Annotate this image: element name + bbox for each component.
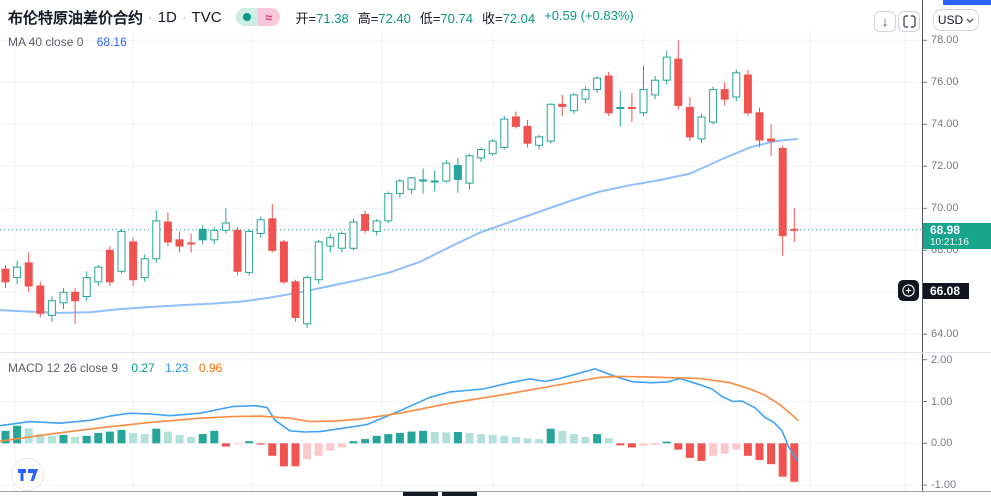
exchange-label: TVC	[191, 8, 222, 26]
tradingview-logo[interactable]	[11, 458, 44, 491]
macd-tick-label: 1.00	[931, 395, 953, 408]
add-alert-plus-button[interactable]	[898, 280, 919, 301]
macd-signal-value: 0.96	[198, 361, 223, 375]
price-tick-label: 78.00	[931, 34, 959, 47]
bar-countdown: 10:21:16	[930, 237, 969, 248]
fullscreen-icon	[902, 15, 916, 28]
approx-price-icon: ≈	[257, 8, 280, 26]
current-price-value: 68.98	[930, 223, 961, 237]
macd-indicator-legend[interactable]: MACD 12 26 close 9 0.27 1.23 0.96	[8, 361, 222, 375]
current-price-label: 68.98 10:21:16	[923, 223, 991, 249]
close-label: 收=	[481, 10, 503, 26]
open-label: 开=	[295, 10, 317, 26]
currency-label: USD	[937, 13, 964, 27]
pane-divider[interactable]	[0, 352, 991, 353]
separator-dot: ·	[148, 9, 153, 25]
symbol-title: 布伦特原油差价合约	[8, 9, 144, 27]
ohlc-readout: 开=71.38 高=72.40 低=70.74 收=72.04 +0.59 (+…	[296, 8, 634, 27]
top-accent-bar	[943, 0, 991, 5]
market-open-dot-icon	[235, 8, 258, 26]
low-value: 70.74	[440, 10, 473, 26]
low-label: 低=	[419, 10, 441, 26]
scroll-to-latest-button[interactable]: ↓	[874, 11, 896, 32]
price-tick-label: 76.00	[931, 76, 959, 89]
price-tick-label: 74.00	[931, 118, 959, 131]
open-value: 71.38	[316, 10, 349, 26]
macd-tick-label: 0.00	[931, 437, 953, 450]
price-tick-label: 70.00	[931, 202, 959, 215]
chevron-down-icon	[966, 18, 974, 23]
ma-indicator-legend[interactable]: MA 40 close 0 68.16	[8, 35, 127, 49]
time-axis-label-fragment	[442, 492, 477, 496]
time-axis-label-fragment	[403, 492, 438, 496]
crosshair-price-label: 66.08	[923, 283, 969, 299]
symbol-header[interactable]: 布伦特原油差价合约 · 1D · TVC ≈ 开=71.38 高=72.40 低…	[8, 7, 634, 27]
macd-tick-label: -1.00	[931, 479, 957, 492]
macd-line-value: 1.23	[165, 361, 189, 375]
time-axis-border	[0, 491, 991, 492]
macd-legend-text: MACD 12 26 close 9	[8, 361, 119, 375]
symbol-status-badge[interactable]: ≈	[235, 8, 280, 26]
ma-legend-value: 68.16	[96, 35, 127, 49]
price-tick-label: 64.00	[931, 328, 959, 341]
tradingview-logo-icon	[17, 468, 38, 481]
price-tick-label: 72.00	[931, 160, 959, 173]
macd-hist-value: 0.27	[131, 361, 155, 375]
macd-tick-label: 2.00	[931, 353, 953, 366]
interval-label[interactable]: 1D	[157, 8, 177, 26]
close-value: 72.04	[502, 10, 536, 26]
currency-dropdown[interactable]: USD	[933, 9, 979, 31]
separator-dot: ·	[181, 9, 187, 25]
ma-legend-text: MA 40 close 0	[8, 35, 84, 49]
high-value: 72.40	[378, 10, 411, 26]
circle-plus-icon	[902, 284, 915, 297]
arrow-down-icon: ↓	[881, 14, 889, 29]
high-label: 高=	[357, 10, 379, 26]
fullscreen-button[interactable]	[898, 11, 920, 32]
price-axis-border	[922, 0, 923, 491]
change-value: +0.59 (+0.83%)	[544, 7, 634, 23]
